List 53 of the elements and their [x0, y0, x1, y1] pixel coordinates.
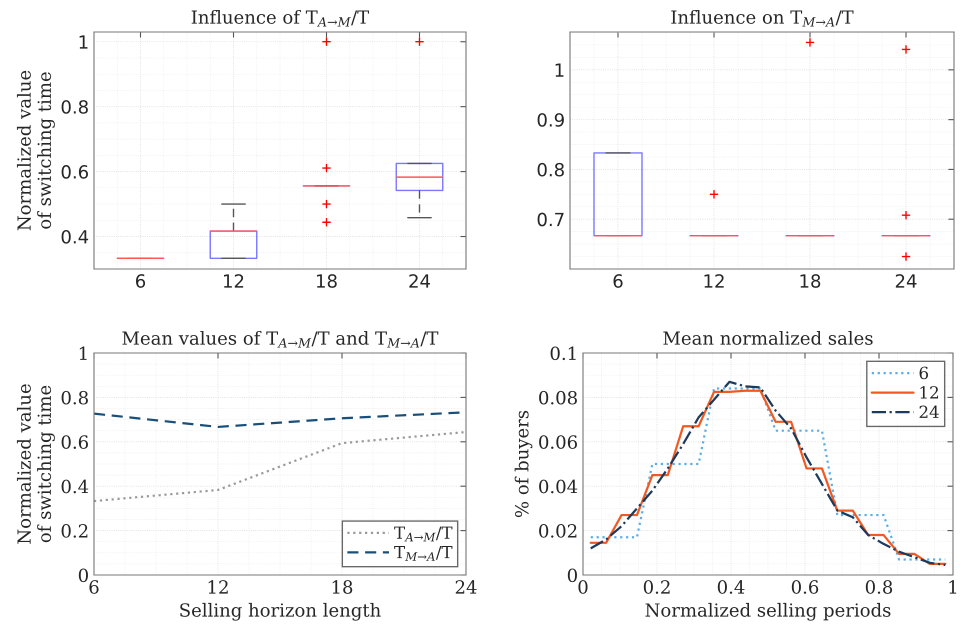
x-tick-label: 0.2: [644, 580, 670, 594]
x-tick-label: 6: [614, 274, 623, 288]
y-tick-label: 0.1: [550, 346, 576, 360]
legend-label: T$_{A→M}$/T: [394, 526, 452, 542]
x-tick-label: 24: [896, 274, 916, 288]
x-tick-label: 12: [208, 580, 228, 594]
y-tick-label: 0.06: [539, 435, 577, 449]
y-tick-label: 0: [78, 568, 88, 582]
legend-label: T$_{M→A}$/T: [394, 546, 452, 561]
chart-title: Mean normalized sales: [663, 330, 873, 345]
chart-title: Influence on T$_{M→A}$/T: [671, 10, 854, 26]
chart-title: Influence of T$_{A→M}$/T: [192, 10, 369, 26]
y-axis-title: % of buyers: [514, 410, 532, 518]
legend-label: 24: [920, 406, 939, 418]
y-tick-label: 0.6: [62, 165, 88, 179]
x-tick-label: 6: [89, 580, 99, 594]
x-tick-label: 6: [136, 274, 146, 288]
y-tick-label: 0: [568, 568, 577, 582]
y-tick-label: 0.2: [62, 524, 88, 538]
x-tick-label: 0.4: [718, 580, 744, 594]
x-tick-label: 0.6: [792, 580, 818, 594]
y-tick-label: 0.02: [539, 524, 576, 538]
y-tick-label: 0.8: [62, 390, 88, 405]
x-tick-label: 24: [409, 274, 430, 288]
line-series: [94, 430, 466, 502]
x-tick-label: 18: [332, 580, 352, 594]
y-axis-title: Normalized value of switching time: [16, 384, 55, 544]
y-tick-label: 0.7: [538, 212, 564, 226]
x-axis-title: Selling horizon length: [180, 602, 381, 621]
y-tick-label: 1: [80, 346, 87, 360]
x-tick-label: 18: [316, 274, 337, 288]
y-tick-label: 0.8: [538, 162, 564, 177]
x-tick-label: 24: [456, 580, 477, 594]
y-tick-label: 0.6: [62, 435, 88, 449]
y-tick-label: 0.4: [62, 480, 88, 494]
x-tick-label: 0: [578, 580, 588, 594]
chart-title: Mean values of T$_{A→M}$/T and T$_{M→A}$/T: [122, 330, 438, 348]
legend-label: 12: [920, 386, 938, 398]
y-tick-label: 0.4: [62, 230, 88, 244]
x-tick-label: 1: [949, 580, 956, 594]
x-tick-label: 12: [704, 274, 724, 288]
y-tick-label: 1: [556, 64, 564, 77]
x-tick-label: 0.8: [866, 580, 892, 594]
y-tick-label: 0.04: [539, 480, 578, 494]
x-tick-label: 12: [224, 274, 244, 288]
legend-label: 6: [920, 366, 928, 380]
y-axis-title: Normalized value of switching time: [16, 70, 55, 230]
y-tick-label: 0.9: [538, 113, 564, 127]
y-tick-label: 0.8: [62, 100, 88, 114]
y-tick-label: 0.08: [539, 390, 577, 405]
y-tick-label: 1: [80, 35, 88, 49]
x-tick-label: 18: [800, 274, 820, 288]
x-axis-title: Normalized selling periods: [645, 602, 890, 621]
